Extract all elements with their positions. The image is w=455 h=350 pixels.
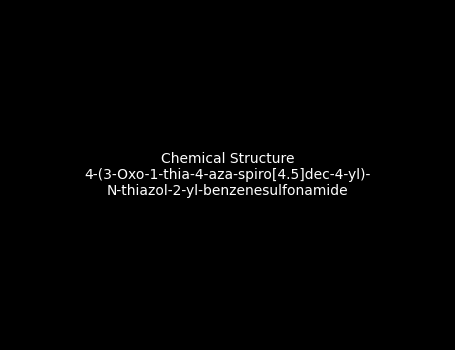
- Text: Chemical Structure
4-(3-Oxo-1-thia-4-aza-spiro[4.5]dec-4-yl)-
N-thiazol-2-yl-ben: Chemical Structure 4-(3-Oxo-1-thia-4-aza…: [84, 152, 371, 198]
